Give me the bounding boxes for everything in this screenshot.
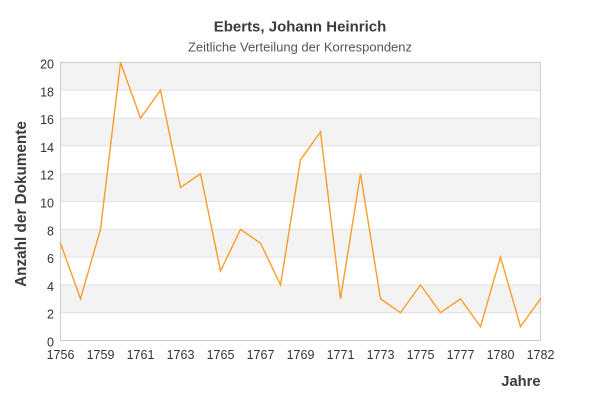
svg-text:18: 18: [40, 85, 54, 99]
svg-text:1759: 1759: [87, 348, 115, 362]
svg-text:10: 10: [40, 197, 54, 211]
svg-text:1767: 1767: [247, 348, 275, 362]
svg-text:1771: 1771: [327, 348, 355, 362]
svg-text:1773: 1773: [367, 348, 395, 362]
svg-text:1782: 1782: [527, 348, 555, 362]
svg-text:Jahre: Jahre: [501, 374, 540, 390]
svg-text:1777: 1777: [447, 348, 475, 362]
svg-text:Anzahl der Dokumente: Anzahl der Dokumente: [13, 121, 30, 287]
svg-text:12: 12: [40, 169, 54, 183]
svg-text:16: 16: [40, 113, 54, 127]
svg-text:2: 2: [47, 308, 54, 322]
svg-text:1761: 1761: [127, 348, 155, 362]
svg-text:20: 20: [40, 58, 54, 72]
svg-text:8: 8: [47, 224, 54, 238]
svg-text:Zeitliche Verteilung der Korre: Zeitliche Verteilung der Korrespondenz: [188, 40, 412, 55]
svg-text:1765: 1765: [207, 348, 235, 362]
svg-text:6: 6: [47, 252, 54, 266]
svg-text:1763: 1763: [167, 348, 195, 362]
svg-text:0: 0: [47, 336, 54, 350]
svg-text:1756: 1756: [47, 348, 75, 362]
svg-text:1775: 1775: [407, 348, 435, 362]
svg-text:4: 4: [47, 280, 54, 294]
svg-text:1769: 1769: [287, 348, 315, 362]
svg-text:Eberts, Johann Heinrich: Eberts, Johann Heinrich: [214, 19, 387, 36]
svg-text:14: 14: [40, 141, 54, 155]
svg-text:1780: 1780: [487, 348, 515, 362]
